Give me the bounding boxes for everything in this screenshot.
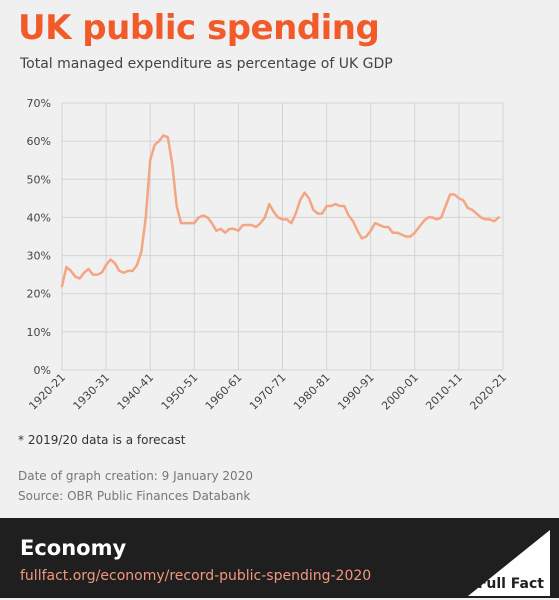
y-tick-label: 20%: [27, 288, 51, 301]
x-tick-label: 1980-81: [291, 371, 333, 413]
x-tick-label: 1960-61: [203, 371, 245, 413]
x-tick-label: 1920-21: [26, 371, 68, 413]
chart-subtitle: Total managed expenditure as percentage …: [20, 56, 393, 72]
x-tick-label: 2010-11: [423, 371, 465, 413]
x-tick-label: 2020-21: [467, 371, 509, 413]
y-tick-label: 60%: [27, 135, 51, 148]
y-tick-label: 0%: [34, 364, 51, 377]
x-tick-label: 1970-71: [247, 371, 289, 413]
footer-bar: Economy fullfact.org/economy/record-publ…: [0, 518, 559, 598]
x-axis-ticks: 1920-21 1930-31 1940-41 1950-51 1960-61 1970-…: [26, 371, 509, 413]
chart-title: UK public spending: [18, 8, 380, 48]
y-tick-label: 70%: [27, 97, 51, 110]
data-source: Source: OBR Public Finances Databank: [18, 489, 251, 503]
series-group: [60, 134, 500, 288]
forecast-footnote: * 2019/20 data is a forecast: [18, 433, 186, 447]
creation-date: Date of graph creation: 9 January 2020: [18, 469, 253, 483]
gridlines: [61, 102, 504, 371]
logo-triangle-icon: [468, 530, 550, 596]
y-axis-ticks: 0% 10% 20% 30% 40% 50% 60% 70%: [27, 97, 51, 377]
article-url[interactable]: fullfact.org/economy/record-public-spend…: [20, 568, 372, 584]
x-tick-label: 1990-91: [335, 371, 377, 413]
logo-text: Full Fact: [477, 576, 545, 592]
x-tick-label: 1930-31: [71, 371, 113, 413]
y-tick-label: 50%: [27, 173, 51, 186]
y-tick-label: 10%: [27, 326, 51, 339]
section-label: Economy: [20, 536, 127, 560]
series-line: [60, 134, 500, 288]
y-tick-label: 30%: [27, 250, 51, 263]
full-fact-logo[interactable]: Full Fact: [462, 530, 550, 596]
y-tick-label: 40%: [27, 211, 51, 224]
line-chart: 0%10%20%30%40%50%60%70% 1920-21 1930-31 19…: [26, 97, 509, 413]
x-tick-label: 1950-51: [159, 371, 201, 413]
x-tick-label: 1940-41: [115, 371, 157, 413]
x-tick-label: 2000-01: [379, 371, 421, 413]
